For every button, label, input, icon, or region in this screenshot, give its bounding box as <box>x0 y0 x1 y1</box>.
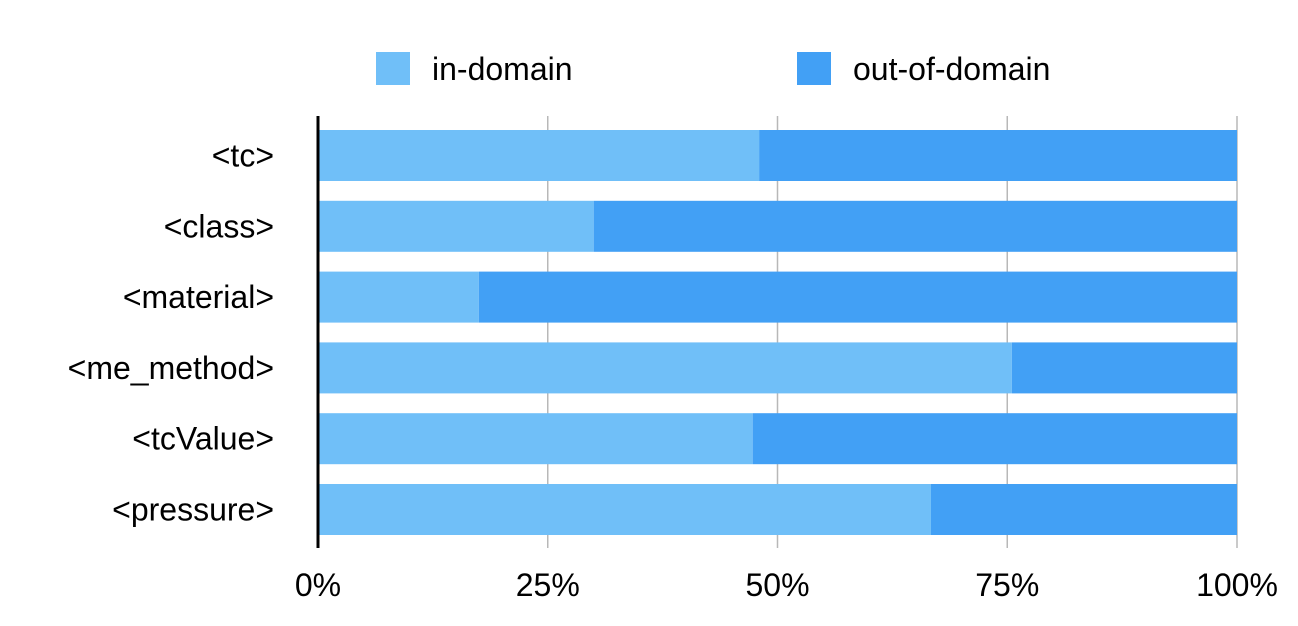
labels: 0% 25% 50% 75% 100% <tc> <class> <material> <me_… <box>68 138 1278 604</box>
legend-swatch <box>797 52 831 85</box>
bars <box>318 130 1237 535</box>
gridlines <box>547 116 1238 548</box>
bar-out-of-domain <box>593 200 1237 252</box>
legend-label: out-of-domain <box>853 51 1050 87</box>
category-label: <tc> <box>212 138 274 174</box>
bar-out-of-domain <box>930 484 1237 535</box>
x-tick-label: 0% <box>295 567 341 603</box>
bar-out-of-domain <box>1011 342 1237 394</box>
x-tick-label: 75% <box>975 567 1039 603</box>
legend: in-domain out-of-domain <box>376 51 1050 87</box>
category-label: <material> <box>123 279 274 315</box>
category-label: <class> <box>164 208 274 244</box>
x-tick-label: 50% <box>745 567 809 603</box>
bar-in-domain <box>318 200 594 252</box>
bar-out-of-domain <box>478 271 1237 323</box>
legend-label: in-domain <box>432 51 573 87</box>
bar-in-domain <box>318 342 1012 394</box>
category-label: <pressure> <box>112 492 274 528</box>
bar-out-of-domain <box>759 130 1237 181</box>
bar-in-domain <box>318 484 931 535</box>
category-label: <tcValue> <box>132 421 274 457</box>
bar-in-domain <box>318 130 760 181</box>
x-tick-label: 100% <box>1196 567 1278 603</box>
legend-swatch <box>376 52 410 85</box>
bar-out-of-domain <box>752 413 1237 465</box>
bar-in-domain <box>318 413 753 465</box>
bar-in-domain <box>318 271 479 323</box>
category-label: <me_method> <box>68 350 274 386</box>
x-tick-label: 25% <box>516 567 580 603</box>
